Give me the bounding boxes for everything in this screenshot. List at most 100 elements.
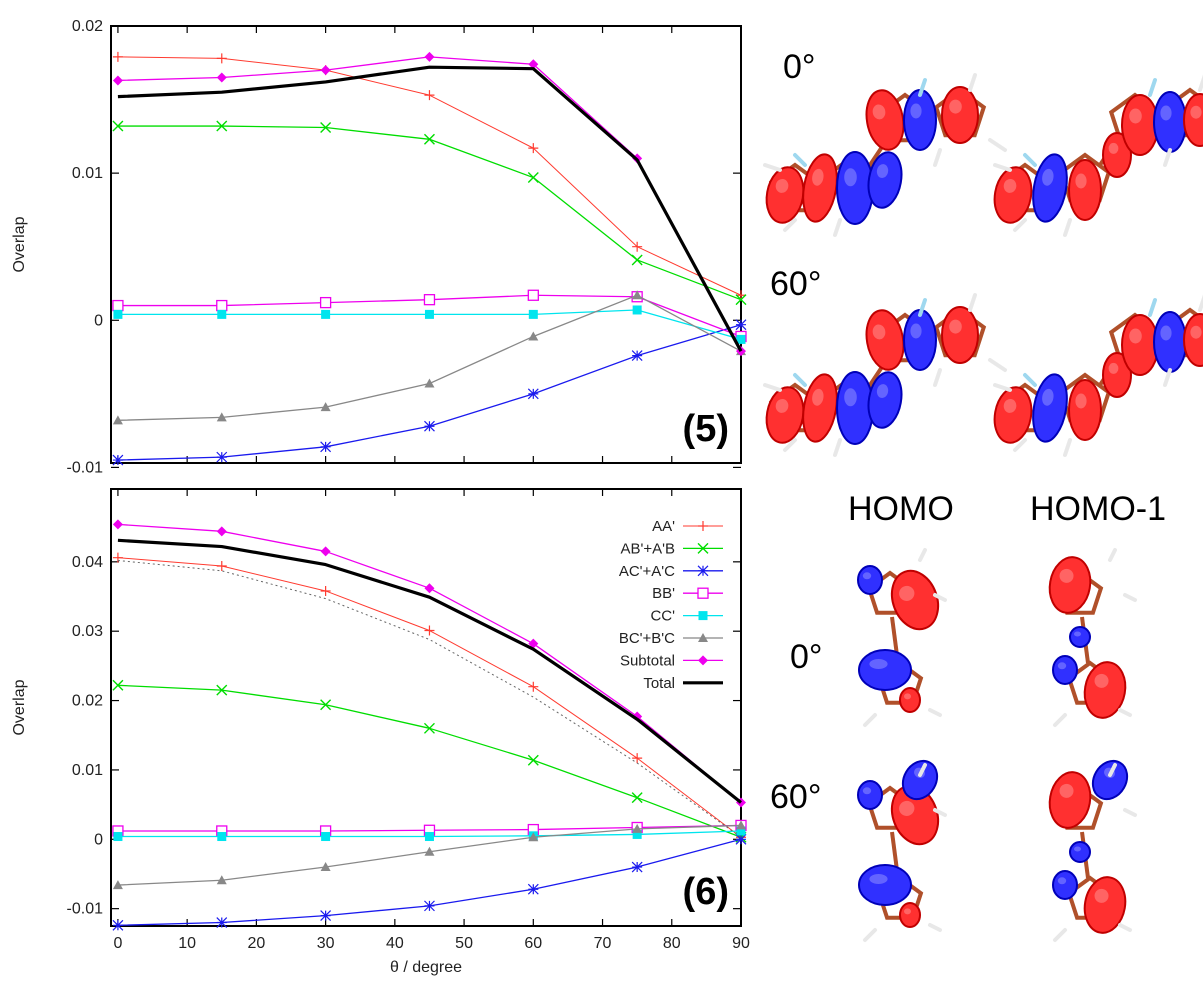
data-point <box>216 684 228 696</box>
x-tick-label: 50 <box>455 935 473 952</box>
lobe-highlight <box>1108 142 1119 154</box>
x-tick-label: 70 <box>594 935 612 952</box>
legend-marker <box>698 521 708 531</box>
data-point <box>735 319 747 331</box>
bond-stub <box>863 713 877 727</box>
bond-stub <box>793 373 807 387</box>
lobe-highlight <box>1108 362 1119 374</box>
lobe-highlight <box>876 164 889 178</box>
lobe-highlight <box>1074 846 1081 852</box>
data-point <box>528 331 539 341</box>
data-point <box>424 378 435 388</box>
data-point <box>216 53 227 64</box>
data-point <box>112 454 124 466</box>
molecule-dimer <box>763 293 1007 457</box>
data-point <box>528 681 539 692</box>
lobe-highlight <box>1075 173 1087 189</box>
bond-stub <box>928 923 942 932</box>
lobe-highlight <box>844 168 857 187</box>
x-tick-label: 30 <box>317 935 335 952</box>
y-tick-label: 0.04 <box>72 554 103 571</box>
bond-stub <box>918 548 927 562</box>
bond-stub <box>783 438 797 452</box>
data-point <box>320 699 332 711</box>
data-point <box>319 296 332 309</box>
data-point <box>424 832 434 842</box>
homo-column-title: HOMO <box>848 490 954 528</box>
y-tick-label: 0.02 <box>72 693 103 710</box>
series-total <box>117 65 743 352</box>
lobe-highlight <box>1003 178 1017 193</box>
bond-stub <box>1108 548 1117 562</box>
bond-stub <box>833 218 842 237</box>
data-point <box>424 51 435 62</box>
bond-stub <box>1148 78 1157 97</box>
series-subtotal <box>112 519 746 808</box>
lobe-blue <box>1032 373 1068 443</box>
lobe-blue <box>857 780 883 810</box>
bond-stub <box>1053 928 1067 942</box>
legend-label: AB'+A'B <box>620 540 675 557</box>
bond-stub <box>1118 708 1132 717</box>
lobe-blue <box>901 759 939 801</box>
lobe-blue <box>857 565 883 595</box>
legend-marker <box>697 587 709 599</box>
data-point <box>423 294 436 306</box>
bond-stub <box>833 438 842 457</box>
lobe-red <box>993 166 1033 224</box>
lobe-red <box>1083 661 1127 719</box>
data-point <box>632 241 643 252</box>
lobe-red <box>1048 556 1092 614</box>
legend: AA' AB'+A'B AC'+A'C BB' CC' BC'+B'C Subtotal To… <box>619 518 723 692</box>
data-point <box>113 832 123 842</box>
bond-stub <box>1148 298 1157 317</box>
lobe-red <box>1068 159 1102 221</box>
x-tick-label: 90 <box>732 935 750 952</box>
series-reference <box>117 559 742 838</box>
data-point <box>632 823 643 833</box>
legend-marker <box>698 633 708 642</box>
data-point <box>112 679 124 691</box>
lobe-highlight <box>949 99 962 114</box>
data-point <box>424 583 435 594</box>
lobe-highlight <box>1094 673 1109 688</box>
lobe-red <box>1102 352 1132 398</box>
series-abab <box>112 679 747 843</box>
lobe-red <box>1102 132 1132 178</box>
molecule-dimer <box>993 74 1203 237</box>
molecule-small <box>1048 759 1137 942</box>
y-tick-label: 0 <box>94 312 103 329</box>
lobe-highlight <box>1042 388 1054 406</box>
lobe-highlight <box>1160 105 1172 121</box>
data-point <box>527 754 539 766</box>
series-line <box>117 56 742 352</box>
legend-label: AA' <box>652 518 675 535</box>
data-point <box>320 122 332 134</box>
series-line <box>117 557 742 838</box>
data-point <box>424 625 435 636</box>
lobe-red <box>802 373 838 443</box>
series-line <box>117 65 743 352</box>
overlap-chart-6: 0.04 0.03 0.02 0.01 0 -0.01 0 10 20 30 40 50 60 70 80 9… <box>11 488 750 976</box>
data-point <box>320 546 331 557</box>
bond-stub <box>918 763 927 777</box>
bond-stub <box>968 293 977 312</box>
data-point <box>631 861 643 873</box>
lobe-highlight <box>869 874 888 884</box>
series-aa <box>112 51 746 301</box>
lobe-blue <box>1091 759 1129 801</box>
angle-label-bottom-60: 60° <box>770 778 821 816</box>
series-line <box>117 125 742 301</box>
data-point <box>424 420 435 432</box>
data-point <box>632 290 643 300</box>
data-point <box>216 451 228 463</box>
bond-stub <box>1053 713 1067 727</box>
legend-label: CC' <box>650 608 675 625</box>
bond-stub <box>1123 808 1137 817</box>
lobe-highlight <box>876 384 889 398</box>
data-point <box>528 638 539 649</box>
data-point <box>527 883 539 895</box>
lobe-red <box>765 386 805 444</box>
lobe-blue <box>858 864 912 906</box>
